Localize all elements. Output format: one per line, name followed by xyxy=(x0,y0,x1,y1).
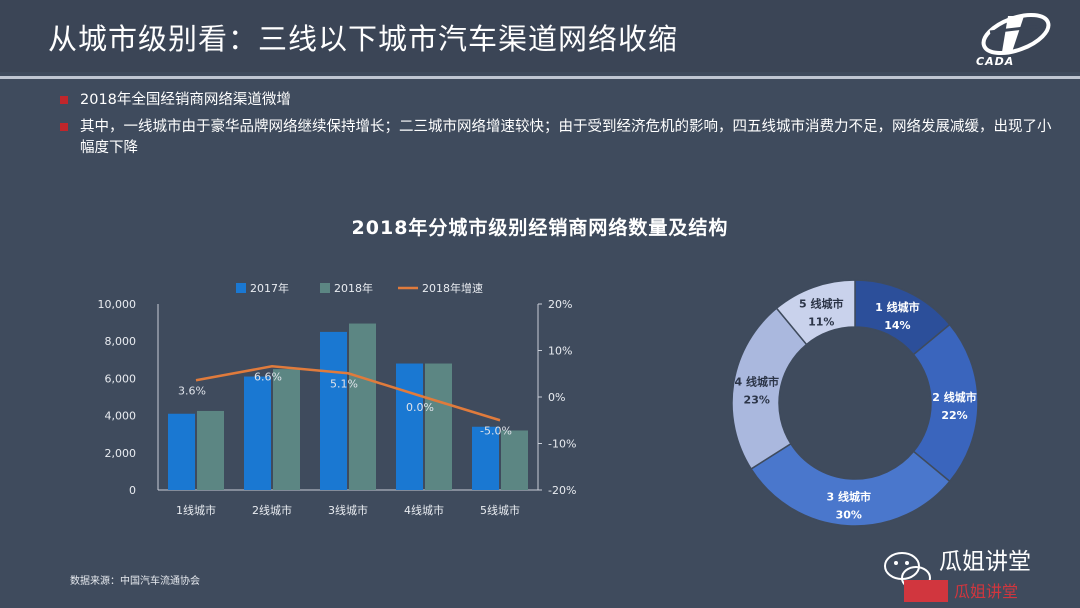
wechat-icon xyxy=(884,552,948,602)
x-tick-label: 3线城市 xyxy=(328,503,368,517)
x-tick-label: 5线城市 xyxy=(480,503,520,517)
donut-slice-value: 14% xyxy=(884,319,910,332)
y-tick-label: 10,000 xyxy=(98,298,137,311)
growth-data-label: 6.6% xyxy=(254,370,282,383)
bar-2017 xyxy=(396,363,423,490)
data-source: 数据来源：中国汽车流通协会 xyxy=(70,576,200,587)
legend-label-2018: 2018年 xyxy=(334,281,373,295)
donut-slice xyxy=(750,442,951,527)
legend-label-growth: 2018年增速 xyxy=(422,281,483,295)
donut-slice-value: 11% xyxy=(808,315,834,328)
bullet-item: 其中，一线城市由于豪华品牌网络继续保持增长；二三城市网络增速较快；由于受到经济危… xyxy=(58,117,1058,159)
donut-slice xyxy=(731,307,808,470)
bullet-text: 2018年全国经销商网络渠道微增 xyxy=(80,92,291,108)
donut-slice-label: 5 线城市 xyxy=(799,296,843,310)
donut-slice-value: 23% xyxy=(744,393,770,406)
donut-slice-label: 1 线城市 xyxy=(875,300,919,314)
legend-label-2017: 2017年 xyxy=(250,281,289,295)
legend-swatch-2018 xyxy=(320,283,330,293)
bullet-list: 2018年全国经销商网络渠道微增 其中，一线城市由于豪华品牌网络继续保持增长；二… xyxy=(58,90,1058,165)
bar-2017 xyxy=(472,426,499,490)
y2-tick-label: -10% xyxy=(548,438,576,451)
bar-2018 xyxy=(349,323,376,490)
bar-2017 xyxy=(320,331,347,490)
donut-slice-label: 4 线城市 xyxy=(734,374,778,388)
bar-2018 xyxy=(425,363,452,490)
donut-chart: 1 线城市 14% 2 线城市 22% 3 线城市 30% 4 线城市 23% 5 线城市 11% xyxy=(731,279,979,527)
bar-2018 xyxy=(501,430,528,490)
page-title: 从城市级别看：三线以下城市汽车渠道网络收缩 xyxy=(48,22,679,56)
y2-tick-label: 20% xyxy=(548,298,572,311)
y-tick-label: 8,000 xyxy=(105,335,137,348)
x-tick-label: 2线城市 xyxy=(252,503,292,517)
y2-tick-label: 0% xyxy=(548,391,565,404)
bar-2018 xyxy=(273,369,300,490)
header-divider xyxy=(0,76,1080,79)
bar-2017 xyxy=(244,376,271,490)
growth-data-label: 5.1% xyxy=(330,377,358,390)
donut-slice-label: 2 线城市 xyxy=(932,390,976,404)
bar-2017 xyxy=(168,413,195,490)
chart-title: 2018年分城市级别经销商网络数量及结构 xyxy=(351,217,729,239)
wechat-name: 瓜姐讲堂 xyxy=(939,549,1031,575)
legend-swatch-2017 xyxy=(236,283,246,293)
bullet-item: 2018年全国经销商网络渠道微增 xyxy=(58,90,1058,111)
donut-slice-value: 30% xyxy=(836,508,862,521)
y-tick-label: 4,000 xyxy=(105,410,137,423)
donut-slice-value: 22% xyxy=(941,409,967,422)
growth-data-label: 0.0% xyxy=(406,401,434,414)
logo-text: CADA xyxy=(976,55,1015,68)
bullet-text: 其中，一线城市由于豪华品牌网络继续保持增长；二三城市网络增速较快；由于受到经济危… xyxy=(80,119,1052,156)
growth-data-label: 3.6% xyxy=(178,384,206,397)
x-tick-label: 4线城市 xyxy=(404,503,444,517)
y-tick-label: 6,000 xyxy=(105,372,137,385)
bullet-marker xyxy=(60,123,68,131)
donut-slice-label: 3 线城市 xyxy=(827,489,871,503)
bar-line-chart: 0 2,000 4,000 6,000 8,000 10,000 -20% -10% 0% 10%… xyxy=(98,281,577,517)
cada-logo-icon xyxy=(981,12,1051,56)
y-tick-label: 2,000 xyxy=(105,447,137,460)
y-tick-label: 0 xyxy=(129,484,136,497)
bullet-marker xyxy=(60,96,68,104)
y2-tick-label: -20% xyxy=(548,484,576,497)
donut-slice xyxy=(775,279,856,346)
header-bar xyxy=(0,0,1080,72)
growth-line xyxy=(195,365,501,422)
x-tick-label: 1线城市 xyxy=(176,503,216,517)
wechat-subtitle: 瓜姐讲堂 xyxy=(954,582,1019,601)
growth-data-label: -5.0% xyxy=(480,424,512,437)
y2-tick-label: 10% xyxy=(548,345,572,358)
bar-2018 xyxy=(197,410,224,490)
